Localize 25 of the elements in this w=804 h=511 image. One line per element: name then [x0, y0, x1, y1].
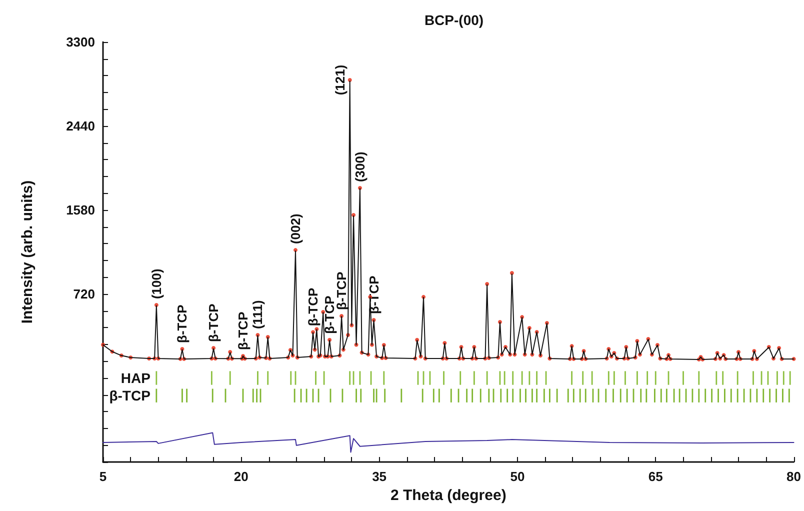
annotation: (111): [250, 300, 266, 330]
y-tick-label: 2440: [66, 118, 95, 134]
x-tick-label: 50: [510, 469, 525, 484]
y-tick-label: 720: [73, 286, 95, 302]
y-tick-label: 3300: [66, 34, 95, 50]
annotation: β-TCP: [206, 303, 222, 342]
chart-title: BCP-(00): [424, 12, 484, 28]
series-label: β-TCP: [109, 388, 150, 404]
x-tick-label: 35: [372, 469, 387, 484]
annotation: β-TCP: [174, 304, 190, 343]
x-tick-label: 5: [99, 469, 107, 484]
x-tick-label: 80: [786, 469, 802, 484]
annotation: (300): [352, 152, 368, 182]
y-axis-title: Intensity (arb. units): [19, 180, 36, 324]
x-tick-label: 20: [234, 469, 248, 484]
y-tick-label: 1580: [66, 202, 95, 218]
annotation: (100): [148, 268, 164, 300]
x-tick-label: 65: [648, 469, 663, 484]
annotation: β-TCP: [235, 311, 250, 350]
annotation: (002): [288, 214, 303, 244]
series-label: HAP: [120, 370, 150, 386]
x-axis-title: 2 Theta (degree): [390, 486, 506, 504]
annotation: (121): [332, 64, 348, 96]
line-series: [102, 432, 794, 453]
annotation: β-TCP: [305, 288, 320, 326]
